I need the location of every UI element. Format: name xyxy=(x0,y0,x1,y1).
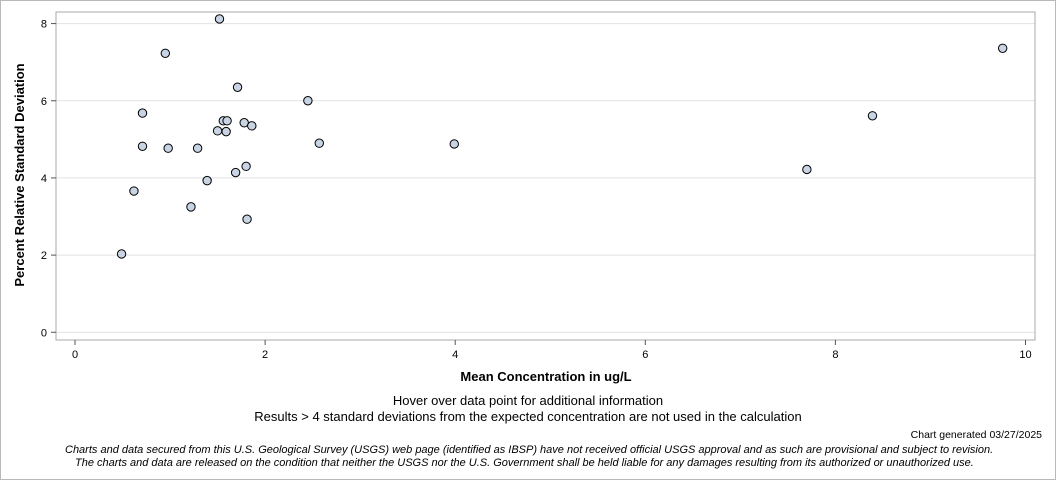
y-tick-label: 8 xyxy=(41,19,47,31)
y-tick-label: 0 xyxy=(41,327,47,339)
data-point[interactable] xyxy=(802,164,812,175)
data-point[interactable] xyxy=(129,186,139,196)
data-point[interactable] xyxy=(242,214,252,224)
data-points[interactable] xyxy=(116,14,1008,259)
x-axis-title: Mean Concentration in ug/L xyxy=(460,369,631,384)
data-point[interactable] xyxy=(867,111,878,121)
data-point[interactable] xyxy=(212,126,223,136)
data-point[interactable] xyxy=(449,139,459,149)
data-point[interactable] xyxy=(186,202,196,212)
results-note: Results > 4 standard deviations from the… xyxy=(254,409,802,424)
data-point[interactable] xyxy=(241,161,251,172)
data-point[interactable] xyxy=(202,175,212,186)
axes xyxy=(51,11,1036,345)
data-point[interactable] xyxy=(247,121,257,131)
y-tick-label: 6 xyxy=(41,96,47,108)
x-tick-label: 2 xyxy=(262,349,268,361)
x-tick-label: 8 xyxy=(832,349,838,361)
data-point[interactable] xyxy=(230,167,241,178)
chart-generated-date: Chart generated 03/27/2025 xyxy=(910,429,1042,441)
data-point[interactable] xyxy=(116,249,127,259)
plot-area-border xyxy=(55,11,1036,341)
data-point[interactable] xyxy=(160,48,171,58)
data-point[interactable] xyxy=(303,96,313,106)
tick-labels: 0 2 4 6 8 0 2 4 6 8 10 xyxy=(41,19,1032,361)
y-axis-title: Percent Relative Standard Deviation xyxy=(12,63,27,286)
data-point[interactable] xyxy=(137,141,148,151)
data-point[interactable] xyxy=(232,82,243,92)
x-tick-label: 0 xyxy=(72,349,78,361)
data-point[interactable] xyxy=(192,143,203,153)
disclaimer-line-1: Charts and data secured from this U.S. G… xyxy=(65,444,994,456)
y-tick-label: 4 xyxy=(41,173,47,185)
data-point[interactable] xyxy=(214,14,225,24)
hover-note: Hover over data point for additional inf… xyxy=(392,393,664,408)
data-point[interactable] xyxy=(221,126,231,137)
x-tick-label: 6 xyxy=(642,349,648,361)
data-point[interactable] xyxy=(997,43,1008,53)
data-point[interactable] xyxy=(163,143,173,153)
y-tick-label: 2 xyxy=(41,250,47,262)
disclaimer-line-2: The charts and data are released on the … xyxy=(75,457,974,469)
gridlines xyxy=(56,23,1035,333)
data-point[interactable] xyxy=(314,138,324,148)
x-tick-label: 10 xyxy=(1019,349,1031,361)
data-point[interactable] xyxy=(137,108,148,118)
data-point[interactable] xyxy=(222,116,232,126)
x-tick-label: 4 xyxy=(452,349,458,361)
